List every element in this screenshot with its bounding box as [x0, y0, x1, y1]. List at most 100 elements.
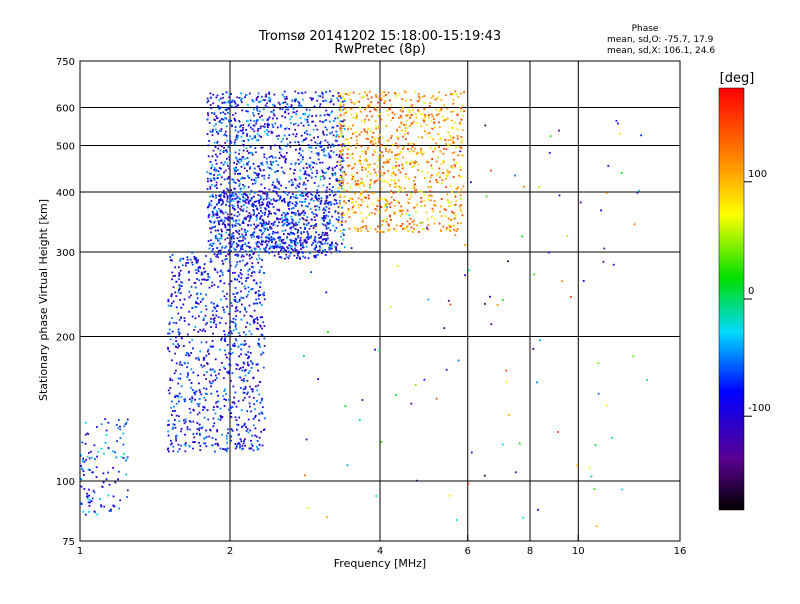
data-point — [212, 177, 215, 180]
data-point — [81, 441, 84, 444]
data-point — [237, 274, 240, 277]
data-point — [342, 171, 345, 174]
data-point — [433, 218, 436, 220]
data-point — [230, 439, 232, 442]
data-point — [243, 230, 246, 233]
data-point — [423, 130, 426, 133]
data-point — [339, 120, 342, 123]
data-point — [90, 450, 92, 453]
data-point — [381, 224, 384, 226]
data-point — [588, 466, 591, 469]
data-point — [216, 210, 218, 213]
data-point — [240, 129, 243, 132]
data-point — [238, 97, 241, 99]
data-point — [290, 104, 293, 106]
data-point — [207, 278, 209, 281]
data-point — [235, 163, 238, 165]
data-point — [429, 102, 432, 104]
data-point — [203, 356, 206, 359]
data-point — [284, 241, 287, 244]
data-point — [335, 153, 338, 156]
data-point — [405, 99, 407, 102]
data-point — [186, 428, 189, 431]
data-point — [252, 417, 255, 420]
data-point — [426, 228, 429, 231]
data-point — [309, 133, 311, 136]
data-point — [223, 349, 226, 352]
data-point — [216, 429, 219, 431]
data-point — [329, 156, 332, 159]
data-point — [261, 218, 264, 221]
data-point — [171, 254, 174, 256]
data-point — [104, 441, 107, 444]
data-point — [452, 93, 455, 95]
data-point — [230, 348, 233, 350]
data-point — [261, 397, 263, 400]
data-point — [298, 162, 300, 165]
data-point — [271, 156, 274, 159]
data-point — [259, 294, 262, 296]
data-point — [322, 100, 325, 102]
data-point — [319, 142, 321, 145]
data-point — [304, 183, 307, 186]
data-point — [261, 119, 264, 121]
data-point — [262, 125, 265, 128]
data-point — [197, 269, 199, 271]
data-point — [101, 485, 104, 488]
data-point — [328, 222, 331, 225]
data-point — [294, 163, 297, 166]
data-point — [298, 213, 301, 216]
data-point — [456, 186, 459, 189]
data-point — [248, 254, 251, 257]
data-point — [238, 280, 241, 283]
data-point — [328, 183, 331, 185]
data-point — [463, 91, 465, 94]
data-point — [233, 170, 236, 172]
data-point — [191, 251, 193, 254]
data-point — [232, 317, 235, 320]
data-point — [225, 258, 228, 260]
data-point — [226, 200, 229, 203]
data-point — [341, 242, 343, 245]
data-point — [246, 206, 248, 209]
data-point — [250, 275, 253, 277]
data-point — [231, 226, 234, 228]
data-point — [266, 195, 268, 198]
data-point — [348, 227, 351, 230]
data-point — [455, 519, 458, 521]
data-point — [361, 220, 364, 223]
data-point — [217, 418, 220, 421]
data-point — [273, 114, 276, 117]
data-point — [255, 122, 258, 125]
data-point — [223, 333, 226, 336]
data-point — [257, 328, 260, 330]
data-point — [205, 341, 208, 344]
data-point — [257, 448, 260, 450]
data-point — [337, 190, 340, 193]
data-point — [296, 223, 299, 226]
data-point — [258, 134, 261, 137]
data-point — [82, 470, 85, 472]
data-point — [306, 205, 309, 208]
data-point — [248, 330, 251, 333]
data-point — [419, 152, 422, 154]
data-point — [384, 100, 387, 102]
data-point — [316, 249, 319, 252]
data-point — [239, 235, 242, 238]
data-point — [349, 197, 351, 200]
data-point — [242, 388, 245, 391]
data-point — [443, 147, 445, 150]
data-point — [328, 207, 331, 210]
data-point — [397, 158, 399, 160]
data-point — [283, 172, 286, 175]
data-point — [355, 131, 358, 133]
data-point — [212, 102, 215, 105]
data-point — [422, 228, 425, 230]
data-point — [423, 120, 426, 123]
data-point — [453, 229, 456, 231]
data-point — [447, 201, 450, 204]
data-point — [257, 237, 260, 239]
data-point — [218, 368, 221, 371]
data-point — [277, 251, 280, 253]
data-point — [636, 191, 639, 194]
